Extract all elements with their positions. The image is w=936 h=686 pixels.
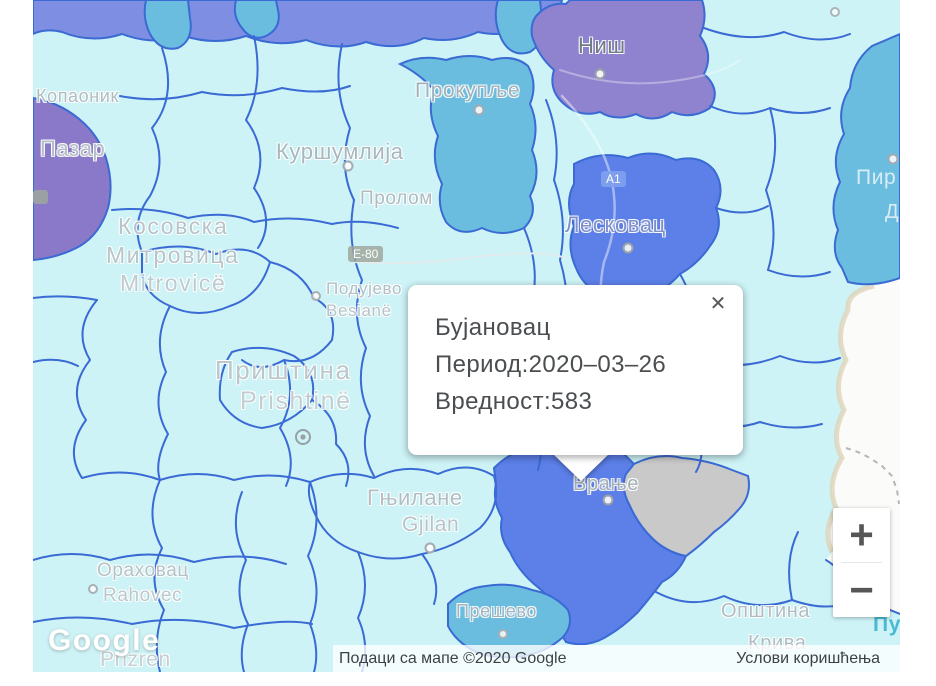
municipality-borders — [33, 27, 900, 672]
region-pazar[interactable] — [33, 96, 112, 262]
choropleth-map — [33, 0, 900, 672]
capital-marker-pristina — [295, 429, 311, 445]
terms-of-use-link[interactable]: Услови коришћења — [736, 649, 880, 667]
region-leskovac[interactable] — [568, 152, 722, 303]
dashed-border — [845, 447, 900, 505]
info-window: ✕ Бујановац Период:2020–03–26 Вредност:5… — [408, 285, 743, 455]
place-marker-leskovac — [622, 242, 634, 254]
map-data-attribution: Подаци са мапе ©2020 Google — [339, 649, 567, 667]
region-nis[interactable] — [530, 0, 716, 120]
info-window-tail — [552, 453, 610, 481]
place-markers — [88, 7, 899, 639]
place-marker-nis — [594, 68, 606, 80]
place-marker-vranje — [602, 494, 614, 506]
place-marker-orahovac — [88, 584, 98, 594]
zoom-out-button[interactable]: − — [849, 566, 874, 613]
zoom-in-button[interactable]: + — [849, 511, 874, 558]
zoom-divider — [841, 562, 882, 563]
region-steel-top-2[interactable] — [233, 0, 280, 39]
map-canvas[interactable]: Ниш Копаоник Пазар Куршумлија Прокупље П… — [33, 0, 900, 672]
popup-period-line: Период:2020–03–26 — [435, 351, 667, 378]
place-marker-pirot — [887, 153, 899, 165]
region-steel-top-1[interactable] — [143, 0, 192, 50]
region-nodata[interactable] — [622, 455, 750, 558]
close-icon[interactable]: ✕ — [709, 293, 727, 315]
zoom-control: + − — [833, 508, 890, 617]
popup-title: Бујановац — [435, 314, 551, 341]
place-marker-gnjilane — [424, 542, 436, 554]
place-marker-podujevo — [311, 291, 321, 301]
google-logo[interactable]: Google — [48, 624, 161, 657]
popup-value-line: Вредност:583 — [435, 388, 593, 415]
place-marker-topright — [830, 7, 840, 17]
place-marker-kursumlija — [342, 160, 354, 172]
region-pirot[interactable] — [832, 32, 900, 286]
region-prokuplje[interactable] — [397, 55, 538, 234]
attribution-bar: Подаци са мапе ©2020 Google Услови кориш… — [333, 645, 900, 672]
place-marker-presevo — [498, 629, 508, 639]
place-marker-prokuplje — [473, 104, 485, 116]
